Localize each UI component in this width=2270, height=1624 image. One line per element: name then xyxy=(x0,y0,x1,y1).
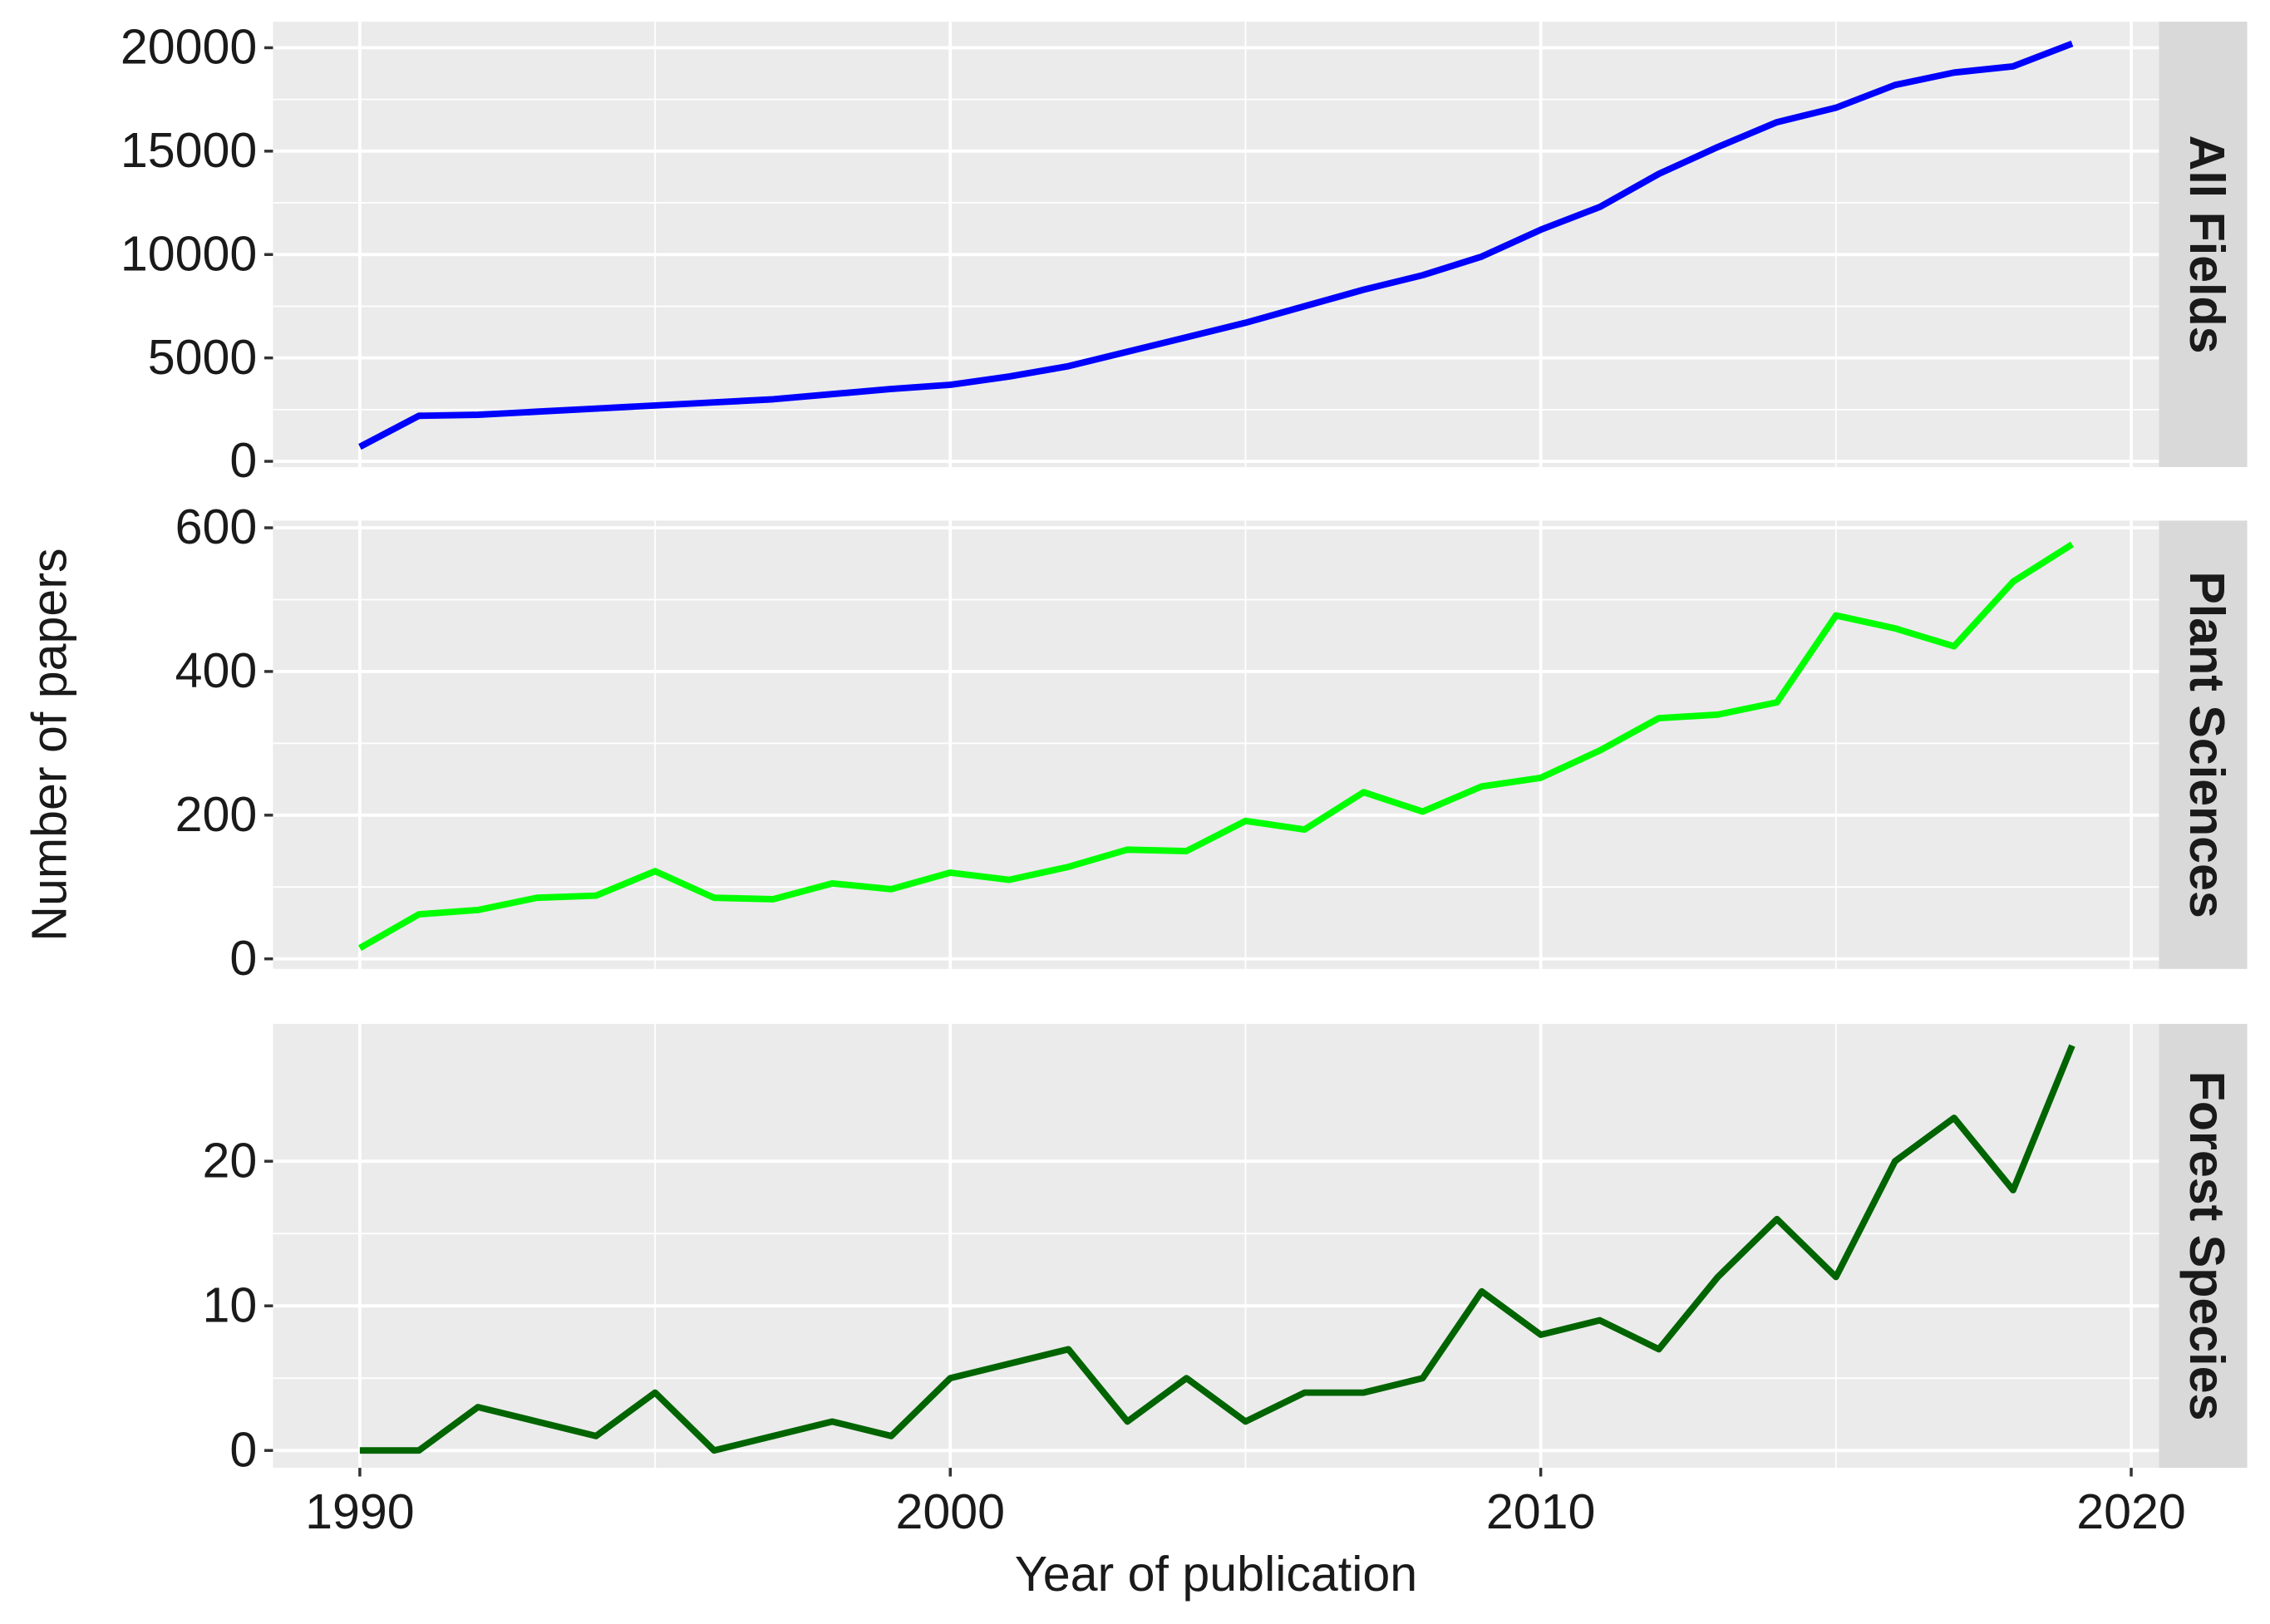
x-tick-label: 2000 xyxy=(895,1484,1005,1539)
strip-background xyxy=(2159,1023,2248,1469)
x-axis-label: Year of publication xyxy=(1015,1546,1417,1602)
data-line xyxy=(357,541,2075,952)
y-tick-label: 15000 xyxy=(121,122,257,178)
y-tick-label: 10 xyxy=(203,1277,258,1332)
strip-background xyxy=(2159,520,2248,969)
y-tick-label: 200 xyxy=(175,786,258,842)
panel-background xyxy=(273,520,2159,969)
x-tick-label: 2020 xyxy=(2076,1484,2186,1539)
x-tick-label: 2010 xyxy=(1486,1484,1596,1539)
y-tick-label: 400 xyxy=(175,642,258,698)
y-tick-label: 5000 xyxy=(148,329,258,385)
y-tick-label: 20 xyxy=(203,1132,258,1188)
y-tick-label: 0 xyxy=(229,432,257,488)
y-axis-label: Number of papers xyxy=(22,548,77,941)
x-tick-label: 1990 xyxy=(305,1484,415,1539)
strip-label: All Fields xyxy=(2179,135,2235,354)
data-line xyxy=(358,40,2074,450)
panel-background xyxy=(273,22,2159,468)
strip-label: Forest Species xyxy=(2179,1071,2235,1421)
data-line xyxy=(359,1044,2075,1454)
strip-label: Plant Sciences xyxy=(2179,571,2235,918)
strip-background xyxy=(2159,22,2248,468)
y-tick-label: 20000 xyxy=(121,19,257,75)
y-tick-label: 0 xyxy=(229,930,257,986)
y-tick-label: 600 xyxy=(175,499,258,554)
y-tick-label: 10000 xyxy=(121,225,257,281)
y-tick-label: 0 xyxy=(229,1421,257,1477)
panel-background xyxy=(273,1023,2159,1469)
